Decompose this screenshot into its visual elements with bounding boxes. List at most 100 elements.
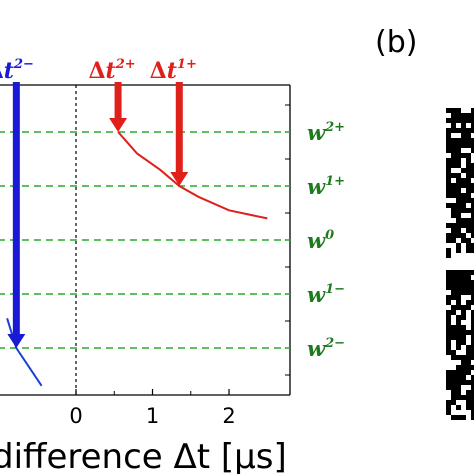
pixel [466,315,471,320]
pixel [446,360,451,365]
pixel [446,395,451,400]
pixel [471,238,474,243]
arrow-label-3: Δt1+ [150,57,197,84]
pixel [466,295,471,300]
pixel [471,158,474,163]
pixel [446,415,451,420]
pixel [456,400,461,405]
arrow-head-3 [170,172,189,186]
pixel [446,198,451,203]
series-line-2 [6,318,43,387]
pixel [446,390,451,395]
pixel [466,325,471,330]
pixel [471,360,474,365]
pixel [466,310,471,315]
arrow-shaft-3 [175,82,183,174]
pixel [461,148,466,153]
pixel [451,345,456,350]
pixel [451,253,456,258]
pixel [471,193,474,198]
x-tick-label: 0 [69,404,82,428]
pixel [466,203,471,208]
pixel [461,188,466,193]
pixel [461,390,466,395]
pixel [456,238,461,243]
pixel [451,320,456,325]
arrow-label-2: Δt2+ [88,57,135,84]
pixel [451,340,456,345]
level-label: w2− [307,336,345,361]
pixel [451,248,456,253]
pixel [471,153,474,158]
pixel [461,405,466,410]
pixel [451,410,456,415]
panel-label: (b) [375,25,417,60]
x-tick-label: 1 [146,404,159,428]
pixel [466,123,471,128]
pixel [461,345,466,350]
pixel [456,133,461,138]
pixel [466,213,471,218]
pixel [466,335,471,340]
pixel [451,133,456,138]
pixel [471,178,474,183]
pixel [446,208,451,213]
pixel [466,108,471,113]
pixel [461,243,466,248]
pixel [466,385,471,390]
pixel [461,300,466,305]
arrow-shaft-2 [114,82,122,120]
pixel [466,148,471,153]
pixel [446,228,451,233]
plot-area: w2+ w1+ w0 w1− w2− 0 1 2 difference Δt [μs] Δt2− Δ… [0,57,345,474]
pixel [461,228,466,233]
pixel [466,415,471,420]
arrow-label-1: Δt2− [0,57,34,84]
pixel [461,400,466,405]
pixel [451,218,456,223]
x-tick-label: 2 [222,404,235,428]
pixel [456,360,461,365]
pixel [466,375,471,380]
pixel [461,320,466,325]
pixel [451,315,456,320]
pixel [456,310,461,315]
pixel [456,410,461,415]
pixel [471,133,474,138]
pixel [466,410,471,415]
pixel [446,290,451,295]
arrow-head-2 [109,118,128,132]
pixel [446,213,451,218]
pixel [451,405,456,410]
pixel [471,253,474,258]
arrow-shaft-1 [12,82,20,336]
level-label: w0 [307,228,334,253]
pixel [446,365,451,370]
pixel [451,168,456,173]
pixel [466,340,471,345]
pixel [456,253,461,258]
pixel [446,355,451,360]
pixel [461,295,466,300]
pixel [471,370,474,375]
pixel [451,178,456,183]
pixel [471,305,474,310]
pixel [471,275,474,280]
pixel [446,123,451,128]
pixel [451,198,456,203]
pixel [446,243,451,248]
pixel [451,243,456,248]
pixel [446,218,451,223]
pixel [461,350,466,355]
pixel [446,305,451,310]
pixel [461,158,466,163]
pixel [456,168,461,173]
pixel [461,173,466,178]
pixel [446,153,451,158]
pixel [461,163,466,168]
series-line-1 [117,131,268,220]
level-label: w2+ [307,120,345,145]
x-axis-label: difference Δt [μs] [0,437,287,474]
panel-b-images [446,108,474,420]
pixel [461,213,466,218]
